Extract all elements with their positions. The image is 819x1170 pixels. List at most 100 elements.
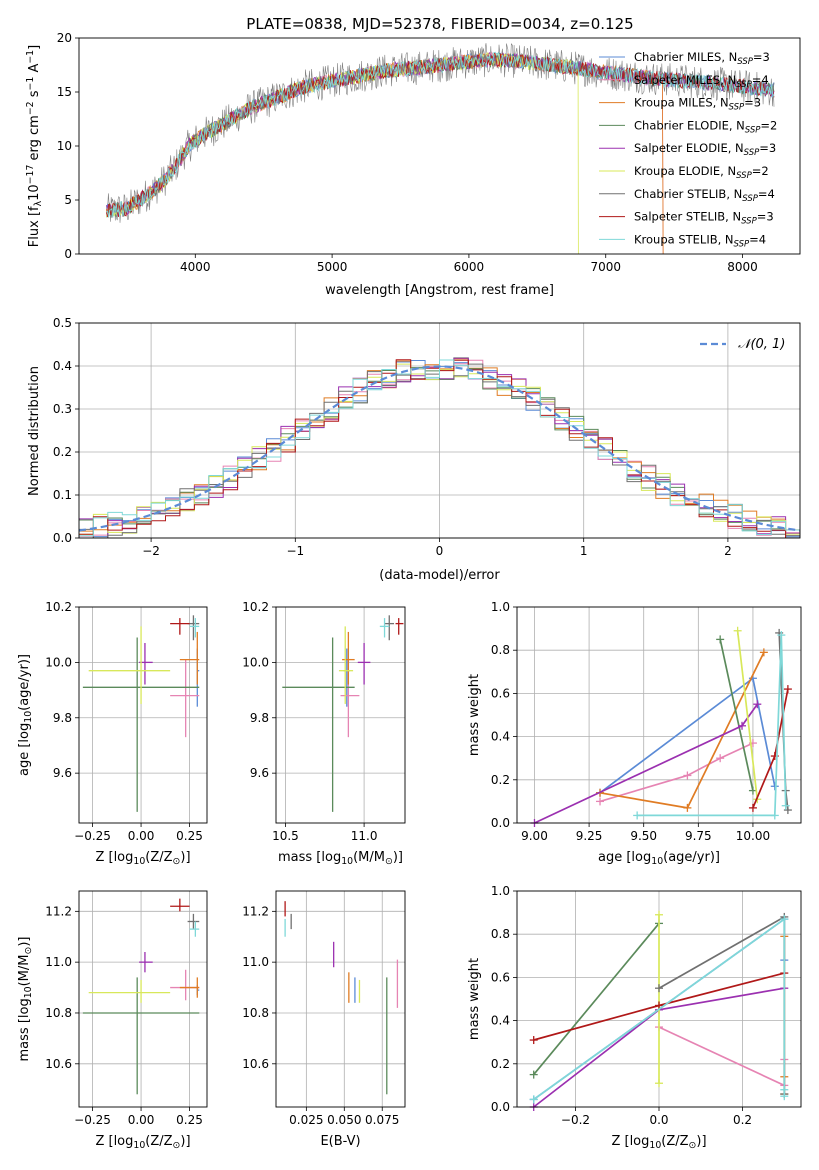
y-tick-label: 1.0 — [491, 600, 510, 614]
y-tick-label: 0.6 — [491, 686, 510, 700]
x-tick-label: 9.75 — [685, 829, 712, 843]
x-tick-label: 8000 — [727, 260, 758, 274]
y-tick-label: 0.4 — [491, 730, 510, 744]
legend-entry: Chabrier MILES, NSSP=3 — [634, 50, 770, 67]
x-axis-label: (data-model)/error — [379, 568, 500, 583]
x-axis-label-part: ⊙ — [173, 856, 181, 867]
x-axis-label-part: 10 — [133, 1140, 145, 1151]
y-axis-label: Flux [fλ10−17 erg cm−2 s−1 A−1] — [25, 45, 44, 247]
y-tick-label: 0.2 — [53, 445, 72, 459]
x-axis-label: age [log10(age/yr)] — [598, 850, 720, 867]
y-tick-label: 0.4 — [491, 1014, 510, 1028]
x-tick-label: 0.25 — [176, 1113, 203, 1127]
y-axis-label-part: s — [27, 90, 42, 101]
y-axis-label-part: (age/yr)] — [17, 654, 32, 711]
legend-entry: Kroupa ELODIE, NSSP=2 — [634, 164, 769, 181]
y-tick-label: 10 — [57, 139, 72, 153]
y-tick-label: 0.8 — [491, 643, 510, 657]
y-tick-label: 9.8 — [250, 711, 269, 725]
x-tick-label: 6000 — [454, 260, 485, 274]
legend-sub: SSP — [744, 148, 760, 158]
weight-line-kroupa-stelib — [637, 635, 787, 817]
y-tick-label: 20 — [57, 31, 72, 45]
x-tick-label: 0.2 — [733, 1113, 752, 1127]
model-spectrum-salpeter-miles — [106, 51, 664, 254]
y-tick-label: 0 — [64, 247, 72, 261]
chart-title: PLATE=0838, MJD=52378, FIBERID=0034, z=0… — [246, 15, 633, 33]
x-axis-label-part: (Z/Z — [661, 1134, 688, 1149]
x-axis-label: Z [log10(Z/Z⊙)] — [611, 1134, 706, 1151]
y-tick-label: 11.0 — [45, 955, 72, 969]
spectrum-lines — [106, 43, 775, 254]
x-axis-label-part: 10 — [133, 856, 145, 867]
legend-entry: Kroupa MILES, NSSP=3 — [634, 96, 761, 113]
y-tick-label: 9.8 — [53, 711, 72, 725]
y-axis-label-part: −1 — [25, 50, 36, 64]
x-tick-label: 0.075 — [365, 1113, 399, 1127]
histograms — [79, 357, 800, 538]
weight-line-chabrier-elodie — [719, 639, 754, 791]
x-axis-label-part: Z [log — [95, 1134, 133, 1149]
x-tick-label: 0.00 — [128, 829, 155, 843]
y-axis-label: Normed distribution — [27, 366, 42, 496]
x-tick-label: 9.25 — [576, 829, 603, 843]
x-tick-label: 10.00 — [736, 829, 770, 843]
y-tick-label: 10.0 — [242, 655, 269, 669]
axes-frame — [78, 37, 801, 255]
axes-frame — [78, 322, 801, 539]
y-axis-label: mass weight — [467, 674, 482, 756]
y-axis-label-part: 10 — [27, 184, 42, 201]
x-axis-label-part: (Z/Z — [145, 1134, 172, 1149]
weight-line-chabrier-elodie — [533, 922, 660, 1076]
legend-label: Kroupa ELODIE, N — [634, 164, 736, 178]
x-axis-label-part: (M/M — [353, 850, 385, 865]
y-axis-label-part: (M/M — [17, 955, 32, 987]
legend-sub: SSP — [737, 57, 753, 67]
legend-tail: =2 — [752, 164, 769, 178]
legend-label: Chabrier ELODIE, N — [634, 118, 745, 132]
y-tick-label: 10.8 — [242, 1006, 269, 1020]
y-axis-label-part: ] — [27, 45, 42, 50]
x-axis-label-part: 10 — [649, 1140, 661, 1151]
x-axis-label: Z [log10(Z/Z⊙)] — [95, 850, 190, 867]
model-spectrum-kroupa-stelib — [106, 51, 775, 218]
spectrum-panel: 4000 5000 6000 7000 8000 0 5 10 15 20 wavelength [… — [25, 31, 801, 298]
residual-histogram-panel: −2 −1 0 1 2 0.0 0.1 0.2 0.3 0.4 0.5 (data-model)/er… — [27, 316, 801, 583]
y-tick-label: 10.6 — [242, 1057, 269, 1071]
x-axis-label-part: (Z/Z — [145, 850, 172, 865]
x-axis-label-part: mass [log — [278, 850, 341, 865]
x-tick-label: −0.25 — [74, 1113, 111, 1127]
x-tick-label: 9.00 — [521, 829, 548, 843]
y-tick-label: 0.0 — [53, 531, 72, 545]
legend-entry: Kroupa STELIB, NSSP=4 — [634, 232, 766, 249]
axes-frame — [275, 890, 406, 1108]
axes-frame — [275, 606, 406, 824]
legend-sub: SSP — [729, 103, 745, 113]
histogram-salpeter-stelib — [79, 359, 800, 538]
x-axis-label-part: 10 — [651, 856, 663, 867]
y-axis-label-part: age [log — [17, 723, 32, 776]
x-axis-label: Z [log10(Z/Z⊙)] — [95, 1134, 190, 1151]
y-axis-label-part: erg cm — [27, 115, 42, 164]
legend-sub: SSP — [736, 80, 752, 90]
legend-tail: =3 — [753, 50, 770, 64]
x-axis-label-part: ⊙ — [385, 856, 393, 867]
y-axis-label-part: 10 — [23, 711, 34, 723]
y-tick-label: 0.5 — [53, 316, 72, 330]
y-axis-label-part: −17 — [25, 165, 36, 185]
x-axis-label-part: Z [log — [95, 850, 133, 865]
x-axis-label: wavelength [Angstrom, rest frame] — [325, 283, 554, 298]
y-tick-label: 0.1 — [53, 488, 72, 502]
x-tick-label: −1 — [286, 544, 304, 558]
x-axis-label-part: Z [log — [611, 1134, 649, 1149]
x-tick-label: 0.25 — [176, 829, 203, 843]
y-tick-label: 0.6 — [491, 970, 510, 984]
legend-label: Kroupa MILES, N — [634, 96, 729, 110]
legend-tail: =4 — [752, 73, 769, 87]
weight-line-kroupa-elodie — [736, 630, 759, 800]
x-tick-label: 7000 — [590, 260, 621, 274]
y-tick-label: 0.4 — [53, 359, 72, 373]
legend-tail: =3 — [759, 141, 776, 155]
y-tick-label: 1.0 — [491, 884, 510, 898]
x-tick-label: −0.2 — [561, 1113, 590, 1127]
